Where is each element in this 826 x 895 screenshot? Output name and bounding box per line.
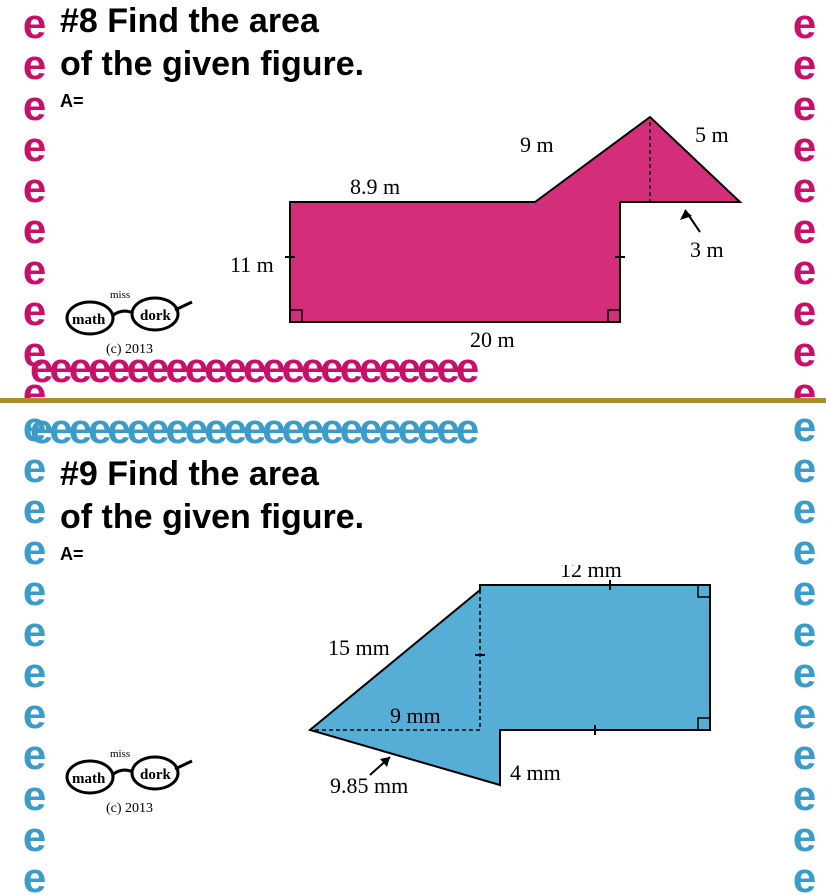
shape-9	[310, 585, 710, 785]
lbl-15mm: 15 mm	[328, 635, 390, 660]
lbl-4mm: 4 mm	[510, 760, 561, 785]
logo-miss: miss	[110, 748, 130, 760]
border-left: eeeeeeeeeeee	[8, 403, 50, 823]
card-8: eeeeeeeeee eeeeeeeeee eeeeeeeeeeeeeeeeee…	[0, 0, 826, 398]
logo-math: math	[72, 771, 106, 787]
logo-dork: dork	[140, 308, 172, 324]
card-9-content: #9 Find the area of the given figure. A=	[60, 453, 766, 783]
copyright: (c) 2013	[106, 801, 220, 817]
math-dork-logo: miss math dork (c) 2013	[60, 747, 220, 817]
glasses-arm	[175, 761, 192, 769]
lbl-9mm: 9 mm	[390, 703, 441, 728]
logo-math: math	[72, 312, 106, 328]
title-line-1: #8 Find the area	[60, 2, 319, 40]
border-right: eeeeeeeeeeee	[778, 403, 820, 823]
lbl-5m: 5 m	[695, 122, 729, 147]
answer-prompt: A=	[60, 544, 766, 565]
lbl-9m: 9 m	[520, 132, 554, 157]
lbl-89m: 8.9 m	[350, 174, 400, 199]
copyright: (c) 2013	[106, 342, 220, 358]
lbl-11m: 11 m	[230, 252, 274, 277]
math-dork-logo: miss math dork (c) 2013	[60, 288, 220, 358]
glasses-bridge	[112, 770, 133, 775]
problem-title: #8 Find the area of the given figure.	[60, 0, 766, 85]
title-line-2: of the given figure.	[60, 498, 364, 536]
logo-dork: dork	[140, 767, 172, 783]
border-bottom: eeeeeeeeeeeeeeeeeeeeeee	[30, 352, 796, 394]
lbl-12mm: 12 mm	[560, 565, 622, 582]
lbl-985mm: 9.85 mm	[330, 773, 408, 798]
border-right: eeeeeeeeee	[778, 0, 820, 398]
glasses-bridge	[112, 311, 133, 316]
title-line-2: of the given figure.	[60, 45, 364, 83]
logo-miss: miss	[110, 289, 130, 301]
glasses-arm	[175, 302, 192, 310]
answer-prompt: A=	[60, 91, 766, 112]
border-top: eeeeeeeeeeeeeeeeeeeeeee	[30, 413, 796, 455]
lbl-20m: 20 m	[470, 327, 515, 352]
shape-8	[290, 117, 740, 322]
card-9: eeeeeeeeeeeeeeeeeeeeeee eeeeeeeeeeee eee…	[0, 398, 826, 823]
title-line-1: #9 Find the area	[60, 455, 319, 493]
border-left: eeeeeeeeee	[8, 0, 50, 398]
lbl-3m: 3 m	[690, 237, 724, 262]
problem-title: #9 Find the area of the given figure.	[60, 453, 766, 538]
